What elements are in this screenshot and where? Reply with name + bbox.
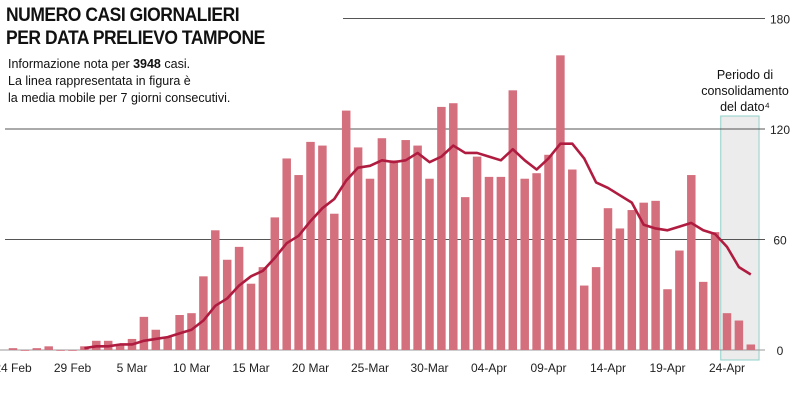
bar bbox=[591, 267, 601, 350]
bar bbox=[603, 208, 613, 350]
bar bbox=[341, 110, 351, 350]
x-tick-label: 29 Feb bbox=[54, 361, 92, 375]
bar bbox=[377, 138, 387, 350]
bar bbox=[163, 337, 172, 350]
x-tick-label: 10 Mar bbox=[173, 361, 210, 375]
bar bbox=[199, 276, 208, 350]
bar bbox=[639, 202, 648, 350]
info-suffix: casi. bbox=[160, 57, 191, 71]
chart-title: NUMERO CASI GIORNALIERI PER DATA PRELIEV… bbox=[6, 4, 265, 50]
bar bbox=[413, 145, 422, 350]
x-tick-label: 30-Mar bbox=[410, 361, 448, 375]
bar bbox=[353, 147, 363, 350]
bar bbox=[68, 350, 77, 351]
bar bbox=[401, 140, 410, 350]
bar bbox=[449, 103, 458, 350]
info-line-3: la media mobile per 7 giorni consecutivi… bbox=[8, 91, 231, 105]
info-prefix: Informazione nota per bbox=[8, 57, 134, 71]
bar bbox=[484, 176, 494, 350]
bar bbox=[627, 210, 637, 350]
y-tick-label: 0 bbox=[777, 344, 784, 358]
annotation-line-1: Periodo di bbox=[716, 68, 774, 82]
bar bbox=[246, 283, 256, 350]
moving-average-line bbox=[84, 142, 752, 350]
x-tick-label: 24 Feb bbox=[0, 361, 32, 375]
title-line-2: PER DATA PRELIEVO TAMPONE bbox=[6, 28, 265, 49]
bar bbox=[56, 350, 65, 351]
bar bbox=[139, 316, 149, 350]
bar bbox=[663, 289, 672, 350]
bar bbox=[579, 285, 589, 350]
y-tick-label: 60 bbox=[773, 234, 787, 248]
bar bbox=[710, 232, 720, 350]
bar bbox=[306, 141, 315, 350]
x-tick-label: 24-Apr bbox=[709, 361, 745, 375]
annotation-line-2: consolidamento bbox=[701, 84, 789, 98]
info-note: Informazione nota per 3948 casi. La line… bbox=[8, 56, 230, 107]
x-tick-label: 20 Mar bbox=[292, 361, 329, 375]
bar bbox=[270, 217, 280, 350]
bar bbox=[282, 158, 291, 350]
consolidation-annotation: Periodo di consolidamento del dato⁴ bbox=[690, 67, 800, 115]
case-count: 3948 bbox=[133, 57, 161, 71]
y-tick-label: 120 bbox=[770, 123, 790, 137]
x-tick-label: 5 Mar bbox=[117, 361, 148, 375]
bar bbox=[472, 156, 482, 350]
x-tick-label: 19-Apr bbox=[649, 361, 685, 375]
bar bbox=[115, 344, 125, 350]
annotation-line-3: del dato⁴ bbox=[720, 100, 770, 114]
bar bbox=[568, 169, 577, 350]
bar bbox=[698, 281, 708, 350]
bar bbox=[32, 348, 42, 350]
x-tick-label: 09-Apr bbox=[530, 361, 566, 375]
x-tick-label: 04-Apr bbox=[471, 361, 507, 375]
bar bbox=[544, 154, 553, 350]
bar bbox=[496, 176, 506, 350]
bar bbox=[389, 160, 399, 350]
bar bbox=[651, 200, 660, 350]
bar bbox=[258, 267, 268, 350]
x-tick-label: 15 Mar bbox=[232, 361, 269, 375]
bar bbox=[222, 259, 232, 350]
bar bbox=[687, 175, 696, 350]
bar bbox=[318, 145, 327, 350]
x-tick-label: 14-Apr bbox=[590, 361, 626, 375]
bar bbox=[294, 175, 303, 350]
x-tick-label: 25-Mar bbox=[351, 361, 389, 375]
bar bbox=[234, 246, 244, 350]
bar bbox=[365, 178, 375, 350]
bar bbox=[508, 90, 518, 350]
bar bbox=[437, 106, 446, 351]
bar bbox=[44, 346, 53, 350]
bar bbox=[615, 228, 625, 350]
bar bbox=[425, 178, 434, 350]
bar bbox=[211, 230, 220, 350]
bar bbox=[330, 213, 339, 350]
y-tick-label: 180 bbox=[770, 13, 790, 27]
bar bbox=[460, 197, 470, 350]
bar bbox=[532, 173, 541, 350]
title-line-1: NUMERO CASI GIORNALIERI bbox=[6, 5, 240, 26]
bar bbox=[722, 313, 732, 350]
info-line-2: La linea rappresentata in figura è bbox=[8, 74, 191, 88]
bar bbox=[520, 178, 529, 350]
bar bbox=[734, 320, 744, 350]
bar bbox=[746, 344, 756, 350]
bar bbox=[556, 55, 565, 350]
bar bbox=[8, 348, 18, 350]
bar bbox=[187, 313, 196, 350]
bar bbox=[675, 250, 684, 350]
bar bbox=[20, 350, 30, 351]
